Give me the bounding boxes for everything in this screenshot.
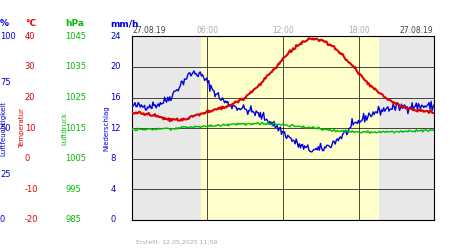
Text: 0: 0 — [25, 154, 30, 163]
Text: 1025: 1025 — [65, 93, 86, 102]
Text: Luftfeuchtigkeit: Luftfeuchtigkeit — [0, 100, 7, 156]
Text: Luftdruck: Luftdruck — [61, 112, 67, 145]
Text: 75: 75 — [0, 78, 11, 87]
Text: 30: 30 — [25, 62, 36, 72]
Text: 985: 985 — [65, 216, 81, 224]
Text: 1035: 1035 — [65, 62, 86, 72]
Text: 100: 100 — [0, 32, 16, 41]
Text: %: % — [0, 19, 9, 28]
Text: 995: 995 — [65, 185, 81, 194]
Text: 20: 20 — [25, 93, 35, 102]
Text: Niederschlag: Niederschlag — [104, 105, 110, 151]
Text: 18:00: 18:00 — [348, 26, 369, 35]
Text: 12:00: 12:00 — [272, 26, 294, 35]
Text: °C: °C — [25, 19, 36, 28]
Text: 27.08.19: 27.08.19 — [400, 26, 433, 35]
Text: 27.08.19: 27.08.19 — [133, 26, 166, 35]
Text: 4: 4 — [110, 185, 116, 194]
Text: 1045: 1045 — [65, 32, 86, 41]
Text: 50: 50 — [0, 124, 10, 132]
Text: Temperatur: Temperatur — [18, 108, 25, 148]
Text: 1015: 1015 — [65, 124, 86, 132]
Text: 25: 25 — [0, 170, 10, 178]
Text: mm/h: mm/h — [110, 19, 139, 28]
Text: 20: 20 — [110, 62, 121, 72]
Text: 8: 8 — [110, 154, 116, 163]
Text: 24: 24 — [110, 32, 121, 41]
Text: hPa: hPa — [65, 19, 84, 28]
Text: 1005: 1005 — [65, 154, 86, 163]
Text: 12: 12 — [110, 124, 121, 132]
Text: -20: -20 — [25, 216, 38, 224]
Text: 10: 10 — [25, 124, 35, 132]
Text: 16: 16 — [110, 93, 121, 102]
Text: -10: -10 — [25, 185, 38, 194]
Text: 06:00: 06:00 — [197, 26, 218, 35]
Text: 0: 0 — [0, 216, 5, 224]
Bar — [201, 36, 378, 220]
Text: 40: 40 — [25, 32, 35, 41]
Text: Erstellt: 12.05.2025 11:59: Erstellt: 12.05.2025 11:59 — [136, 240, 218, 245]
Text: 0: 0 — [110, 216, 116, 224]
